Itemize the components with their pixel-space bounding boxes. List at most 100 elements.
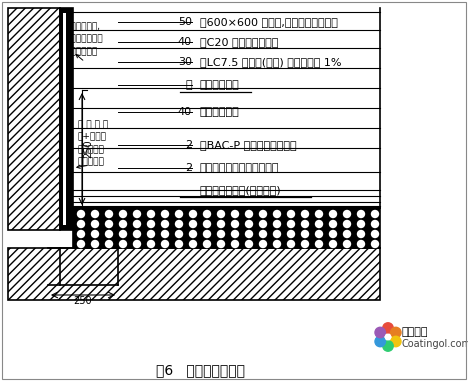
Text: 厚非固化橡胶沥青防水涂料: 厚非固化橡胶沥青防水涂料 (200, 163, 279, 173)
Circle shape (105, 210, 112, 218)
Circle shape (190, 210, 197, 218)
Circle shape (287, 240, 294, 248)
Circle shape (119, 231, 126, 237)
Circle shape (358, 210, 365, 218)
Circle shape (273, 231, 280, 237)
Text: 40: 40 (178, 37, 192, 47)
Circle shape (273, 240, 280, 248)
Text: 2: 2 (185, 140, 192, 150)
Circle shape (287, 221, 294, 227)
Circle shape (383, 341, 393, 351)
Circle shape (259, 210, 266, 218)
Circle shape (315, 240, 322, 248)
Bar (60, 8, 73, 230)
Text: 干: 干 (185, 80, 192, 90)
Circle shape (287, 231, 294, 237)
Circle shape (119, 240, 126, 248)
Circle shape (78, 240, 85, 248)
Circle shape (287, 210, 294, 218)
Circle shape (273, 221, 280, 227)
Circle shape (78, 221, 85, 227)
Circle shape (232, 231, 239, 237)
Circle shape (232, 210, 239, 218)
Text: 厚600×600 花岗岩,不锈钢花岗岩支架: 厚600×600 花岗岩,不锈钢花岗岩支架 (200, 17, 338, 27)
Text: 厚C20 钢筋细石混凝土: 厚C20 钢筋细石混凝土 (200, 37, 278, 47)
Text: 起LC7.5 轻集料(陶粒) 混凝土找坡 1%: 起LC7.5 轻集料(陶粒) 混凝土找坡 1% (200, 57, 342, 67)
Circle shape (92, 240, 98, 248)
Circle shape (133, 240, 140, 248)
Circle shape (176, 221, 183, 227)
Circle shape (133, 221, 140, 227)
Circle shape (105, 240, 112, 248)
Circle shape (147, 231, 154, 237)
Text: 铺隔离层一道: 铺隔离层一道 (200, 80, 240, 90)
Text: 250: 250 (83, 140, 93, 158)
Circle shape (176, 210, 183, 218)
Text: 金属压条固定,
非固化橡胶沥青
防水涂料密封: 金属压条固定, 非固化橡胶沥青 防水涂料密封 (65, 22, 102, 56)
Bar (63, 13, 66, 225)
Circle shape (344, 221, 351, 227)
Circle shape (375, 336, 386, 347)
Circle shape (383, 323, 393, 333)
Circle shape (161, 240, 168, 248)
Circle shape (358, 231, 365, 237)
Bar (8, 8, 60, 230)
Circle shape (218, 210, 225, 218)
Circle shape (161, 221, 168, 227)
Circle shape (190, 231, 197, 237)
Circle shape (232, 221, 239, 227)
Text: 30: 30 (178, 57, 192, 67)
Circle shape (92, 221, 98, 227)
Circle shape (344, 240, 351, 248)
Circle shape (329, 221, 336, 227)
Circle shape (78, 231, 85, 237)
Circle shape (246, 240, 253, 248)
Circle shape (176, 231, 183, 237)
Text: Coatingol.com: Coatingol.com (402, 339, 468, 349)
Circle shape (391, 336, 401, 347)
Circle shape (204, 231, 211, 237)
Circle shape (301, 240, 308, 248)
Text: 钢筋混凝土基层(抛丸处理): 钢筋混凝土基层(抛丸处理) (200, 185, 282, 195)
Bar (8, 248, 380, 300)
Circle shape (259, 221, 266, 227)
Text: 玻 纤 网 格
布+非固化
橡胶沥青防
水涂料加强: 玻 纤 网 格 布+非固化 橡胶沥青防 水涂料加强 (78, 120, 108, 166)
Text: 厚BAC-P 双面自粘防水卷材: 厚BAC-P 双面自粘防水卷材 (200, 140, 297, 150)
Circle shape (315, 231, 322, 237)
Text: 2: 2 (185, 163, 192, 173)
Circle shape (218, 231, 225, 237)
Circle shape (232, 240, 239, 248)
Circle shape (190, 221, 197, 227)
Circle shape (204, 240, 211, 248)
Circle shape (246, 231, 253, 237)
Circle shape (372, 240, 379, 248)
Circle shape (218, 240, 225, 248)
Circle shape (301, 221, 308, 227)
Circle shape (329, 240, 336, 248)
Circle shape (246, 210, 253, 218)
Circle shape (391, 327, 401, 338)
Circle shape (344, 231, 351, 237)
Circle shape (372, 210, 379, 218)
Circle shape (358, 221, 365, 227)
Circle shape (204, 221, 211, 227)
Text: 50: 50 (178, 17, 192, 27)
Circle shape (372, 221, 379, 227)
Circle shape (358, 240, 365, 248)
Circle shape (78, 210, 85, 218)
Circle shape (176, 240, 183, 248)
Circle shape (246, 221, 253, 227)
Circle shape (204, 210, 211, 218)
Circle shape (329, 210, 336, 218)
Text: 40: 40 (178, 107, 192, 117)
Text: 图6   女儿墙防水构造: 图6 女儿墙防水构造 (155, 363, 244, 377)
Circle shape (344, 210, 351, 218)
Circle shape (301, 231, 308, 237)
Circle shape (119, 221, 126, 227)
Circle shape (190, 240, 197, 248)
Circle shape (329, 231, 336, 237)
Circle shape (301, 210, 308, 218)
Text: 厚挤塑保温板: 厚挤塑保温板 (200, 107, 240, 117)
Circle shape (273, 210, 280, 218)
Circle shape (133, 231, 140, 237)
